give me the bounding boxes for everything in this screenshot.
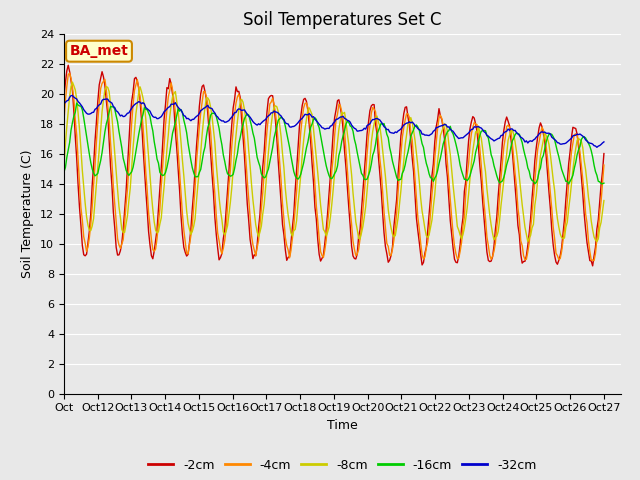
-4cm bbox=[339, 117, 347, 122]
-16cm bbox=[339, 133, 347, 139]
-32cm bbox=[600, 139, 608, 145]
-2cm bbox=[97, 75, 104, 81]
-2cm bbox=[600, 151, 608, 156]
Line: -32cm: -32cm bbox=[64, 96, 604, 147]
X-axis label: Time: Time bbox=[327, 419, 358, 432]
-4cm bbox=[97, 86, 104, 92]
-2cm bbox=[65, 62, 72, 68]
-8cm bbox=[600, 198, 608, 204]
-32cm bbox=[97, 101, 104, 107]
-16cm bbox=[80, 115, 88, 121]
-2cm bbox=[598, 168, 606, 174]
Legend: -2cm, -4cm, -8cm, -16cm, -32cm: -2cm, -4cm, -8cm, -16cm, -32cm bbox=[143, 454, 541, 477]
-4cm bbox=[527, 225, 534, 231]
-16cm bbox=[60, 169, 68, 175]
-4cm bbox=[66, 70, 74, 76]
-2cm bbox=[589, 263, 596, 269]
Line: -2cm: -2cm bbox=[64, 65, 604, 266]
-8cm bbox=[80, 184, 88, 190]
-8cm bbox=[60, 164, 68, 170]
-16cm bbox=[600, 180, 608, 186]
Title: Soil Temperatures Set C: Soil Temperatures Set C bbox=[243, 11, 442, 29]
-2cm bbox=[60, 94, 68, 99]
-8cm bbox=[598, 208, 606, 214]
-8cm bbox=[527, 232, 534, 238]
-4cm bbox=[80, 234, 88, 240]
-2cm bbox=[339, 127, 347, 133]
Line: -16cm: -16cm bbox=[64, 103, 604, 184]
-4cm bbox=[447, 196, 454, 202]
-32cm bbox=[80, 107, 88, 112]
-32cm bbox=[593, 144, 601, 150]
-4cm bbox=[590, 258, 598, 264]
-8cm bbox=[339, 111, 347, 117]
-16cm bbox=[73, 100, 81, 106]
-8cm bbox=[97, 128, 104, 134]
-16cm bbox=[97, 158, 104, 164]
-2cm bbox=[447, 217, 454, 223]
-2cm bbox=[80, 252, 88, 258]
Line: -8cm: -8cm bbox=[64, 82, 604, 242]
Line: -4cm: -4cm bbox=[64, 73, 604, 261]
-8cm bbox=[68, 79, 76, 85]
-32cm bbox=[598, 140, 606, 146]
-32cm bbox=[60, 101, 68, 107]
-16cm bbox=[527, 175, 534, 181]
-32cm bbox=[447, 126, 454, 132]
-8cm bbox=[593, 239, 601, 245]
-4cm bbox=[600, 162, 608, 168]
-2cm bbox=[527, 216, 534, 221]
-4cm bbox=[60, 118, 68, 123]
-4cm bbox=[598, 180, 606, 186]
-16cm bbox=[598, 181, 606, 187]
-16cm bbox=[565, 181, 573, 187]
Y-axis label: Soil Temperature (C): Soil Temperature (C) bbox=[22, 149, 35, 278]
-8cm bbox=[447, 152, 454, 157]
-32cm bbox=[68, 93, 76, 98]
-16cm bbox=[447, 123, 454, 129]
Text: BA_met: BA_met bbox=[70, 44, 129, 58]
-32cm bbox=[339, 113, 347, 119]
-32cm bbox=[527, 138, 534, 144]
